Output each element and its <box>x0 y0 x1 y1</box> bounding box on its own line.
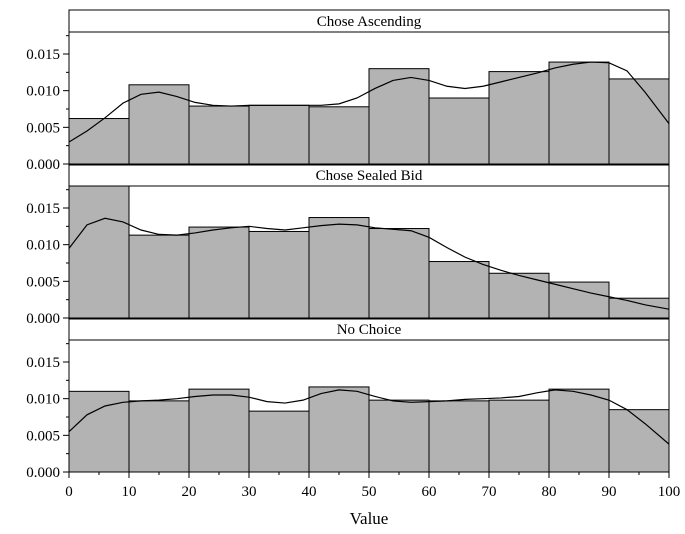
y-tick-label: 0.015 <box>26 47 60 63</box>
histogram-bar <box>128 400 190 473</box>
y-tick-label: 0.000 <box>26 157 60 173</box>
histogram-bar <box>248 230 310 319</box>
y-tick-label: 0.000 <box>26 311 60 327</box>
y-tick-label: 0.015 <box>26 201 60 217</box>
x-tick-label: 20 <box>182 484 197 500</box>
panel-title: Chose Sealed Bid <box>316 168 423 184</box>
histogram-bar <box>68 118 130 165</box>
y-tick-label: 0.000 <box>26 465 60 481</box>
histogram-bar <box>608 78 670 165</box>
x-tick-label: 40 <box>302 484 317 500</box>
histogram-bar <box>548 281 610 319</box>
histogram-bar <box>308 386 370 473</box>
density-curve <box>68 389 670 445</box>
x-tick-label: 60 <box>422 484 437 500</box>
histogram-bar <box>188 388 250 473</box>
histogram-bar <box>188 105 250 165</box>
x-tick-label: 30 <box>242 484 257 500</box>
histogram-bar <box>488 71 550 165</box>
x-tick-label: 10 <box>122 484 137 500</box>
histogram-bar <box>68 185 130 319</box>
histogram-bar <box>428 261 490 319</box>
histogram-bar <box>248 104 310 165</box>
y-tick-label: 0.015 <box>26 355 60 371</box>
histogram-bar <box>188 226 250 319</box>
histogram-bar <box>128 84 190 165</box>
panel-frame <box>68 9 670 165</box>
histogram-bar <box>368 228 430 319</box>
histogram-bar <box>308 106 370 165</box>
histogram-bar <box>488 272 550 319</box>
density-curve <box>68 217 670 310</box>
y-tick-label: 0.005 <box>26 428 60 444</box>
y-tick-label: 0.010 <box>26 238 60 254</box>
x-tick-label: 50 <box>362 484 377 500</box>
histogram-bar <box>128 234 190 319</box>
histogram-bar <box>368 68 430 165</box>
x-axis-title: Value <box>350 509 389 528</box>
density-curve <box>68 61 670 143</box>
y-tick-label: 0.005 <box>26 120 60 136</box>
panel-frame <box>68 164 670 319</box>
y-tick-label: 0.010 <box>26 392 60 408</box>
x-tick-label: 80 <box>542 484 557 500</box>
x-tick-label: 0 <box>65 484 73 500</box>
histogram-bar <box>248 410 310 473</box>
x-tick-label: 70 <box>482 484 497 500</box>
histogram-bar <box>368 399 430 473</box>
histogram-bar <box>428 400 490 473</box>
y-tick-label: 0.010 <box>26 84 60 100</box>
histogram-bar <box>488 399 550 473</box>
panel-title: Chose Ascending <box>317 14 422 30</box>
histogram-bar <box>308 217 370 319</box>
x-tick-label: 100 <box>658 484 681 500</box>
x-tick-label: 90 <box>602 484 617 500</box>
panel-title: No Choice <box>337 322 402 338</box>
histogram-bar <box>548 61 610 165</box>
histogram-bar <box>548 388 610 473</box>
histogram-bar <box>428 97 490 165</box>
y-tick-label: 0.005 <box>26 274 60 290</box>
